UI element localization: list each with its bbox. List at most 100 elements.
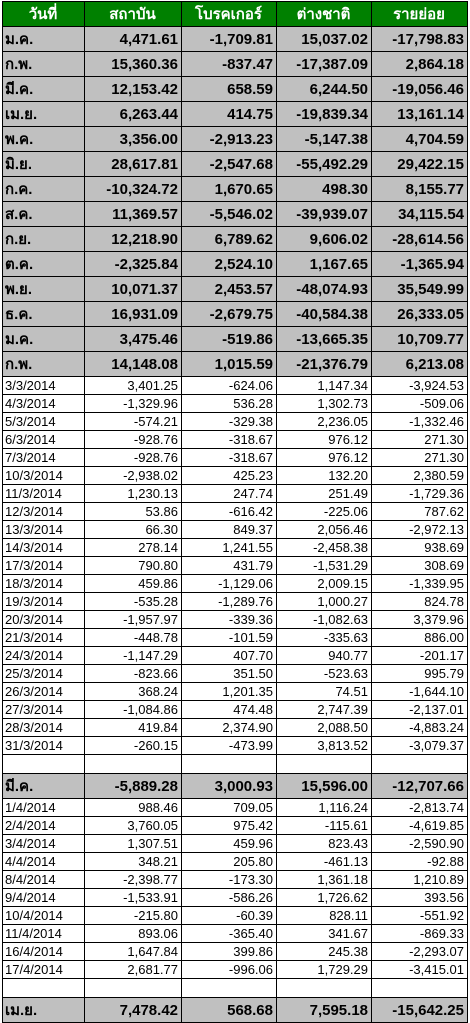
cell-broker: 2,453.57 <box>181 276 277 302</box>
cell-retail: -3,924.53 <box>371 376 468 395</box>
cell-foreign: 1,000.27 <box>276 592 372 611</box>
daily-row: 19/3/2014 -535.28 -1,289.76 1,000.27 824.78 <box>2 592 468 611</box>
cell-date: 2/4/2014 <box>2 816 85 835</box>
monthly-row: ก.ย. 12,218.90 6,789.62 9,606.02 -28,614.56 <box>2 226 468 252</box>
daily-row: 4/3/2014 -1,329.96 536.28 1,302.73 -509.06 <box>2 394 468 413</box>
daily-row: 11/3/2014 1,230.13 247.74 251.49 -1,729.36 <box>2 484 468 503</box>
cell-retail: 824.78 <box>371 592 468 611</box>
cell-institution: -823.66 <box>84 664 182 683</box>
cell-broker: 658.59 <box>181 76 277 102</box>
cell-institution: 790.80 <box>84 556 182 575</box>
cell-institution: 459.86 <box>84 574 182 593</box>
daily-row: 16/4/2014 1,647.84 399.86 245.38 -2,293.07 <box>2 942 468 961</box>
cell-date: พ.ย. <box>2 276 85 302</box>
cell-foreign: -13,665.35 <box>276 326 372 352</box>
cell-foreign: -5,147.38 <box>276 126 372 152</box>
cell-date: 12/3/2014 <box>2 502 85 521</box>
monthly-row: มิ.ย. 28,617.81 -2,547.68 -55,492.29 29,422.… <box>2 151 468 177</box>
cell-foreign: 940.77 <box>276 646 372 665</box>
cell-date: 11/4/2014 <box>2 924 85 943</box>
daily-row: 4/4/2014 348.21 205.80 -461.13 -92.88 <box>2 852 468 871</box>
cell-date: 27/3/2014 <box>2 700 85 719</box>
cell-date: พ.ค. <box>2 126 85 152</box>
cell-retail: -1,339.95 <box>371 574 468 593</box>
cell-foreign: 2,088.50 <box>276 718 372 737</box>
cell-foreign: 3,813.52 <box>276 736 372 755</box>
cell-broker: 3,000.93 <box>181 773 277 799</box>
cell-foreign: 9,606.02 <box>276 226 372 252</box>
cell-institution: -2,398.77 <box>84 870 182 889</box>
cell-institution: 3,475.46 <box>84 326 182 352</box>
cell-date: 8/4/2014 <box>2 870 85 889</box>
monthly-row: ธ.ค. 16,931.09 -2,679.75 -40,584.38 26,333.0… <box>2 301 468 327</box>
cell-foreign: -335.63 <box>276 628 372 647</box>
daily-row: 14/3/2014 278.14 1,241.55 -2,458.38 938.69 <box>2 538 468 557</box>
cell-retail: 787.62 <box>371 502 468 521</box>
cell-institution: 2,681.77 <box>84 960 182 979</box>
cell-foreign: 1,167.65 <box>276 251 372 277</box>
cell-retail: -201.17 <box>371 646 468 665</box>
cell-date: ธ.ค. <box>2 301 85 327</box>
cell-retail: -1,365.94 <box>371 251 468 277</box>
cell-foreign: 498.30 <box>276 176 372 202</box>
cell-foreign: 976.12 <box>276 448 372 467</box>
spacer-cell <box>84 978 182 998</box>
cell-broker: -365.40 <box>181 924 277 943</box>
cell-foreign: 2,747.39 <box>276 700 372 719</box>
cell-institution: 11,369.57 <box>84 201 182 227</box>
cell-foreign: -2,458.38 <box>276 538 372 557</box>
cell-broker: -5,546.02 <box>181 201 277 227</box>
cell-institution: 14,148.08 <box>84 351 182 377</box>
cell-foreign: 828.11 <box>276 906 372 925</box>
cell-retail: -12,707.66 <box>371 773 468 799</box>
cell-broker: -339.36 <box>181 610 277 629</box>
cell-institution: -1,957.97 <box>84 610 182 629</box>
cell-institution: -928.76 <box>84 430 182 449</box>
daily-row: 1/4/2014 988.46 709.05 1,116.24 -2,813.74 <box>2 798 468 817</box>
cell-date: ก.ย. <box>2 226 85 252</box>
cell-broker: 414.75 <box>181 101 277 127</box>
cell-institution: 7,478.42 <box>84 997 182 1023</box>
daily-row: 5/3/2014 -574.21 -329.38 2,236.05 -1,332.46 <box>2 412 468 431</box>
header-broker: โบรคเกอร์ <box>181 1 277 27</box>
cell-broker: 431.79 <box>181 556 277 575</box>
cell-retail: 995.79 <box>371 664 468 683</box>
cell-date: 1/4/2014 <box>2 798 85 817</box>
cell-date: เม.ย. <box>2 101 85 127</box>
cell-retail: 29,422.15 <box>371 151 468 177</box>
cell-institution: -1,147.29 <box>84 646 182 665</box>
cell-broker: -101.59 <box>181 628 277 647</box>
cell-institution: 368.24 <box>84 682 182 701</box>
cell-retail: -4,619.85 <box>371 816 468 835</box>
cell-broker: 247.74 <box>181 484 277 503</box>
cell-institution: -1,533.91 <box>84 888 182 907</box>
daily-row: 18/3/2014 459.86 -1,129.06 2,009.15 -1,339.9… <box>2 574 468 593</box>
daily-row: 24/3/2014 -1,147.29 407.70 940.77 -201.17 <box>2 646 468 665</box>
cell-broker: 568.68 <box>181 997 277 1023</box>
cell-foreign: -17,387.09 <box>276 51 372 77</box>
cell-broker: -2,679.75 <box>181 301 277 327</box>
cell-retail: 308.69 <box>371 556 468 575</box>
cell-retail: -4,883.24 <box>371 718 468 737</box>
cell-retail: 8,155.77 <box>371 176 468 202</box>
cell-date: ก.พ. <box>2 351 85 377</box>
cell-retail: 3,379.96 <box>371 610 468 629</box>
cell-foreign: -461.13 <box>276 852 372 871</box>
spacer-row <box>2 978 468 998</box>
cell-broker: 2,524.10 <box>181 251 277 277</box>
cell-date: มี.ค. <box>2 773 85 799</box>
cell-retail: 2,864.18 <box>371 51 468 77</box>
cell-date: 10/4/2014 <box>2 906 85 925</box>
daily-row: 20/3/2014 -1,957.97 -339.36 -1,082.63 3,379.… <box>2 610 468 629</box>
cell-date: 9/4/2014 <box>2 888 85 907</box>
daily-row: 6/3/2014 -928.76 -318.67 976.12 271.30 <box>2 430 468 449</box>
cell-date: ส.ค. <box>2 201 85 227</box>
cell-retail: 1,210.89 <box>371 870 468 889</box>
cell-broker: -1,289.76 <box>181 592 277 611</box>
cell-broker: -318.67 <box>181 448 277 467</box>
cell-broker: 709.05 <box>181 798 277 817</box>
cell-foreign: 1,729.29 <box>276 960 372 979</box>
cell-foreign: 245.38 <box>276 942 372 961</box>
cell-foreign: -225.06 <box>276 502 372 521</box>
cell-foreign: 6,244.50 <box>276 76 372 102</box>
